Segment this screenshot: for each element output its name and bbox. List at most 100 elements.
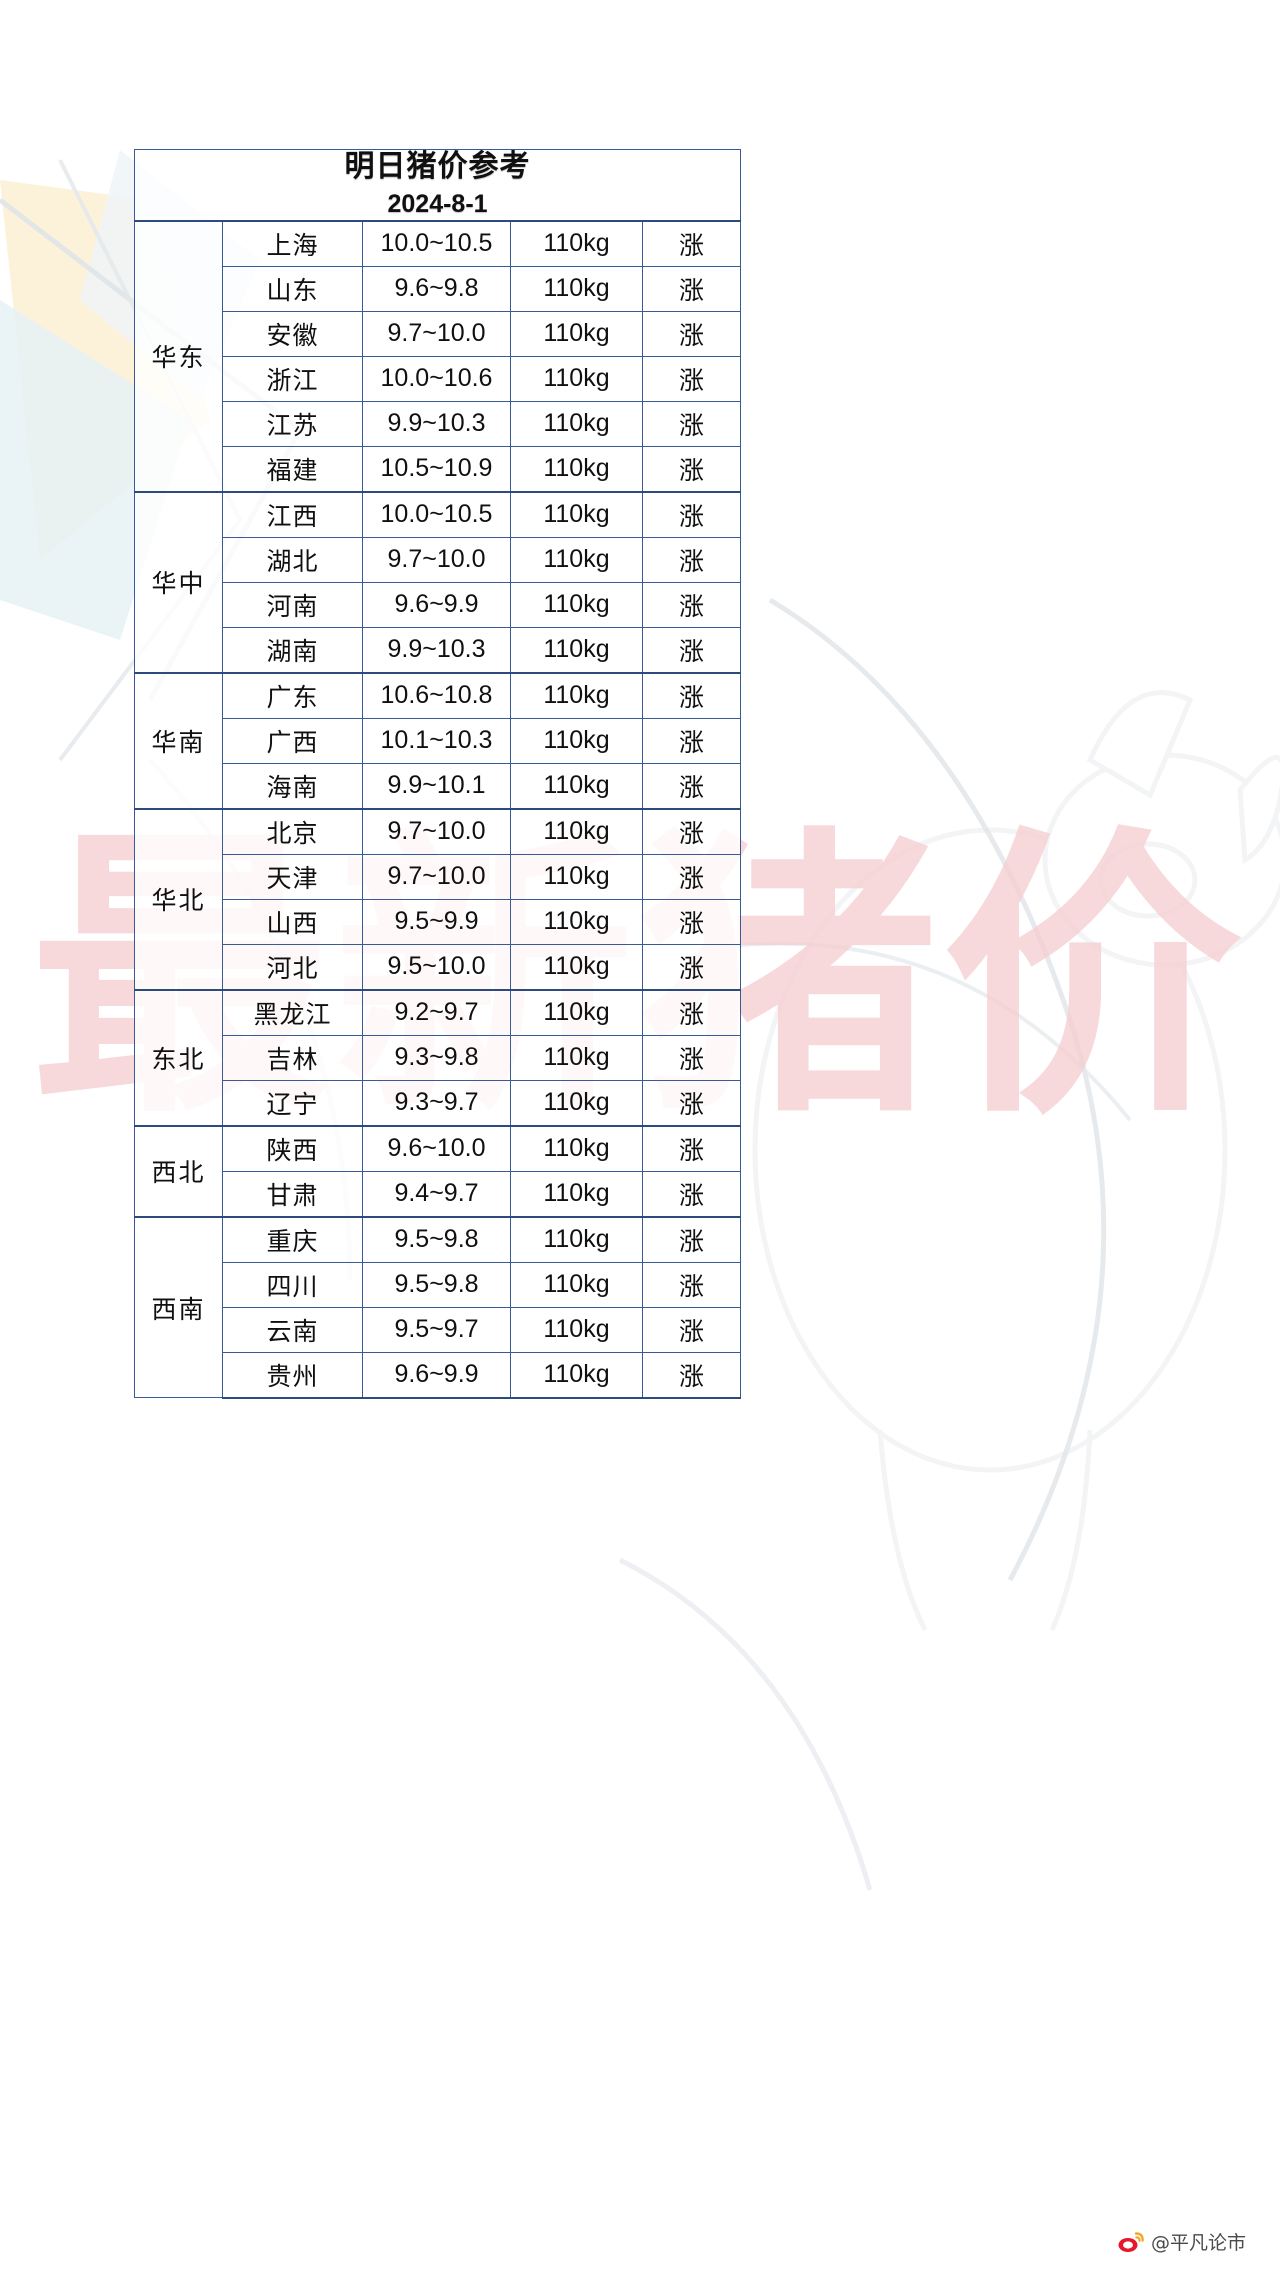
province-cell: 辽宁 [222, 1079, 363, 1127]
page-title: 明日猪价参考 [344, 150, 531, 183]
weight-cell: 110kg [510, 219, 643, 267]
table-row: 海南 9.9~10.1 110kg 涨 [135, 762, 742, 810]
region-cell: 西南 [134, 1215, 223, 1399]
weight-cell: 110kg [510, 1215, 643, 1263]
table-row: 西北 陕西 9.6~10.0 110kg 涨 [134, 1124, 742, 1218]
province-cell: 湖南 [222, 626, 363, 674]
table-row: 山西 9.5~9.9 110kg 涨 [135, 898, 742, 945]
trend-cell: 涨 [641, 355, 742, 402]
province-cell: 浙江 [222, 355, 363, 402]
price-cell: 9.3~9.7 [362, 1079, 511, 1127]
trend-cell: 涨 [641, 898, 742, 945]
weight-cell: 110kg [510, 898, 643, 945]
weight-cell: 110kg [510, 1170, 643, 1218]
region-cell: 华中 [134, 490, 223, 674]
price-cell: 10.5~10.9 [362, 445, 511, 493]
trend-cell: 涨 [641, 762, 742, 810]
province-cell: 海南 [222, 762, 363, 810]
province-cell: 安徽 [222, 310, 363, 357]
province-cell: 山西 [222, 898, 363, 945]
table-row: 湖南 9.9~10.3 110kg 涨 [135, 626, 742, 674]
table-row: 西南 重庆 9.5~9.8 110kg 涨 [134, 1215, 742, 1399]
trend-cell: 涨 [641, 1351, 742, 1399]
region-cell: 西北 [134, 1124, 223, 1218]
price-cell: 9.7~10.0 [362, 536, 511, 583]
pig-price-table: 明日猪价参考 2024-8-1 华东 上海 10.0~10.5 110kg 涨山东 9.6… [133, 148, 742, 1399]
region-cell: 华南 [134, 671, 223, 810]
table-row: 天津 9.7~10.0 110kg 涨 [135, 853, 742, 900]
price-cell: 9.5~9.9 [362, 898, 511, 945]
province-cell: 河南 [222, 581, 363, 628]
trend-cell: 涨 [641, 853, 742, 900]
trend-cell: 涨 [641, 717, 742, 764]
trend-cell: 涨 [641, 1261, 742, 1308]
trend-cell: 涨 [641, 490, 742, 538]
price-cell: 9.9~10.3 [362, 626, 511, 674]
weight-cell: 110kg [510, 310, 643, 357]
region-cell: 华北 [134, 807, 223, 991]
table-row: 湖北 9.7~10.0 110kg 涨 [135, 536, 742, 583]
table-row: 甘肃 9.4~9.7 110kg 涨 [135, 1170, 742, 1218]
trend-cell: 涨 [641, 1034, 742, 1081]
price-cell: 10.1~10.3 [362, 717, 511, 764]
weight-cell: 110kg [510, 1124, 643, 1172]
trend-cell: 涨 [641, 310, 742, 357]
price-cell: 9.5~9.8 [362, 1261, 511, 1308]
trend-cell: 涨 [641, 626, 742, 674]
province-cell: 天津 [222, 853, 363, 900]
trend-cell: 涨 [641, 671, 742, 719]
trend-cell: 涨 [641, 536, 742, 583]
province-cell: 江西 [222, 490, 363, 538]
price-cell: 9.4~9.7 [362, 1170, 511, 1218]
table-row: 华北 北京 9.7~10.0 110kg 涨 [134, 807, 742, 991]
table-row: 华中 江西 10.0~10.5 110kg 涨 [134, 490, 742, 674]
region-cell: 东北 [134, 988, 223, 1127]
weight-cell: 110kg [510, 988, 643, 1036]
price-cell: 9.5~9.7 [362, 1306, 511, 1353]
weight-cell: 110kg [510, 1306, 643, 1353]
province-cell: 吉林 [222, 1034, 363, 1081]
price-cell: 10.6~10.8 [362, 671, 511, 719]
trend-cell: 涨 [641, 1079, 742, 1127]
footer-handle: @平凡论市 [1150, 2232, 1246, 2254]
table-row: 吉林 9.3~9.8 110kg 涨 [135, 1034, 742, 1081]
page-date: 2024-8-1 [387, 189, 488, 218]
weight-cell: 110kg [510, 400, 643, 447]
price-cell: 9.3~9.8 [362, 1034, 511, 1081]
weight-cell: 110kg [510, 807, 643, 855]
table-row: 安徽 9.7~10.0 110kg 涨 [135, 310, 742, 357]
price-cell: 9.6~10.0 [362, 1124, 511, 1172]
price-cell: 9.5~10.0 [362, 943, 511, 991]
trend-cell: 涨 [641, 807, 742, 855]
province-cell: 黑龙江 [222, 988, 363, 1036]
weight-cell: 110kg [510, 445, 643, 493]
table-header-row: 明日猪价参考 2024-8-1 [133, 148, 742, 222]
weight-cell: 110kg [510, 1034, 643, 1081]
table-title-cell: 明日猪价参考 2024-8-1 [133, 148, 742, 222]
weight-cell: 110kg [510, 671, 643, 719]
weight-cell: 110kg [510, 355, 643, 402]
price-cell: 9.7~10.0 [362, 807, 511, 855]
weight-cell: 110kg [510, 581, 643, 628]
table-row: 华南 广东 10.6~10.8 110kg 涨 [134, 671, 742, 810]
province-cell: 广西 [222, 717, 363, 764]
price-cell: 9.6~9.9 [362, 1351, 511, 1399]
trend-cell: 涨 [641, 1215, 742, 1263]
trend-cell: 涨 [641, 1124, 742, 1172]
province-cell: 河北 [222, 943, 363, 991]
trend-cell: 涨 [641, 445, 742, 493]
province-cell: 湖北 [222, 536, 363, 583]
province-cell: 江苏 [222, 400, 363, 447]
weight-cell: 110kg [510, 1351, 643, 1399]
table-row: 江苏 9.9~10.3 110kg 涨 [135, 400, 742, 447]
trend-cell: 涨 [641, 581, 742, 628]
price-cell: 9.6~9.9 [362, 581, 511, 628]
price-cell: 10.0~10.5 [362, 490, 511, 538]
weight-cell: 110kg [510, 1079, 643, 1127]
table-row: 浙江 10.0~10.6 110kg 涨 [135, 355, 742, 402]
price-cell: 10.0~10.5 [362, 219, 511, 267]
table-row: 云南 9.5~9.7 110kg 涨 [135, 1306, 742, 1353]
weight-cell: 110kg [510, 943, 643, 991]
province-cell: 广东 [222, 671, 363, 719]
weight-cell: 110kg [510, 265, 643, 312]
